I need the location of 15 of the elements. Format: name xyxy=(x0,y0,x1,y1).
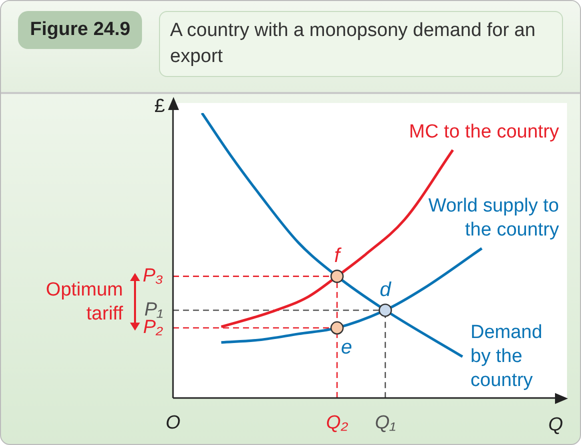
series-label: Demand by the country xyxy=(470,322,542,391)
text: Optimum tariff xyxy=(46,279,124,324)
annotation: f xyxy=(334,244,342,267)
annotation: e xyxy=(341,336,352,358)
chart-title: Figure 24.9 xyxy=(18,11,142,49)
chart-subtitle: A country with a monopsony demand for an export xyxy=(159,11,563,77)
x-tick-label: Q₁ xyxy=(374,412,396,434)
series-label: MC to the country xyxy=(409,121,560,142)
series-label: P₃ xyxy=(142,266,164,287)
series-label: World supply to the country xyxy=(428,196,560,241)
annotation: d xyxy=(380,278,392,301)
y-axis-title: £ xyxy=(154,96,166,118)
x-axis-title: Q xyxy=(548,414,564,436)
x-tick-label: Q₂ xyxy=(326,412,349,434)
x-tick-label: O xyxy=(166,412,181,434)
